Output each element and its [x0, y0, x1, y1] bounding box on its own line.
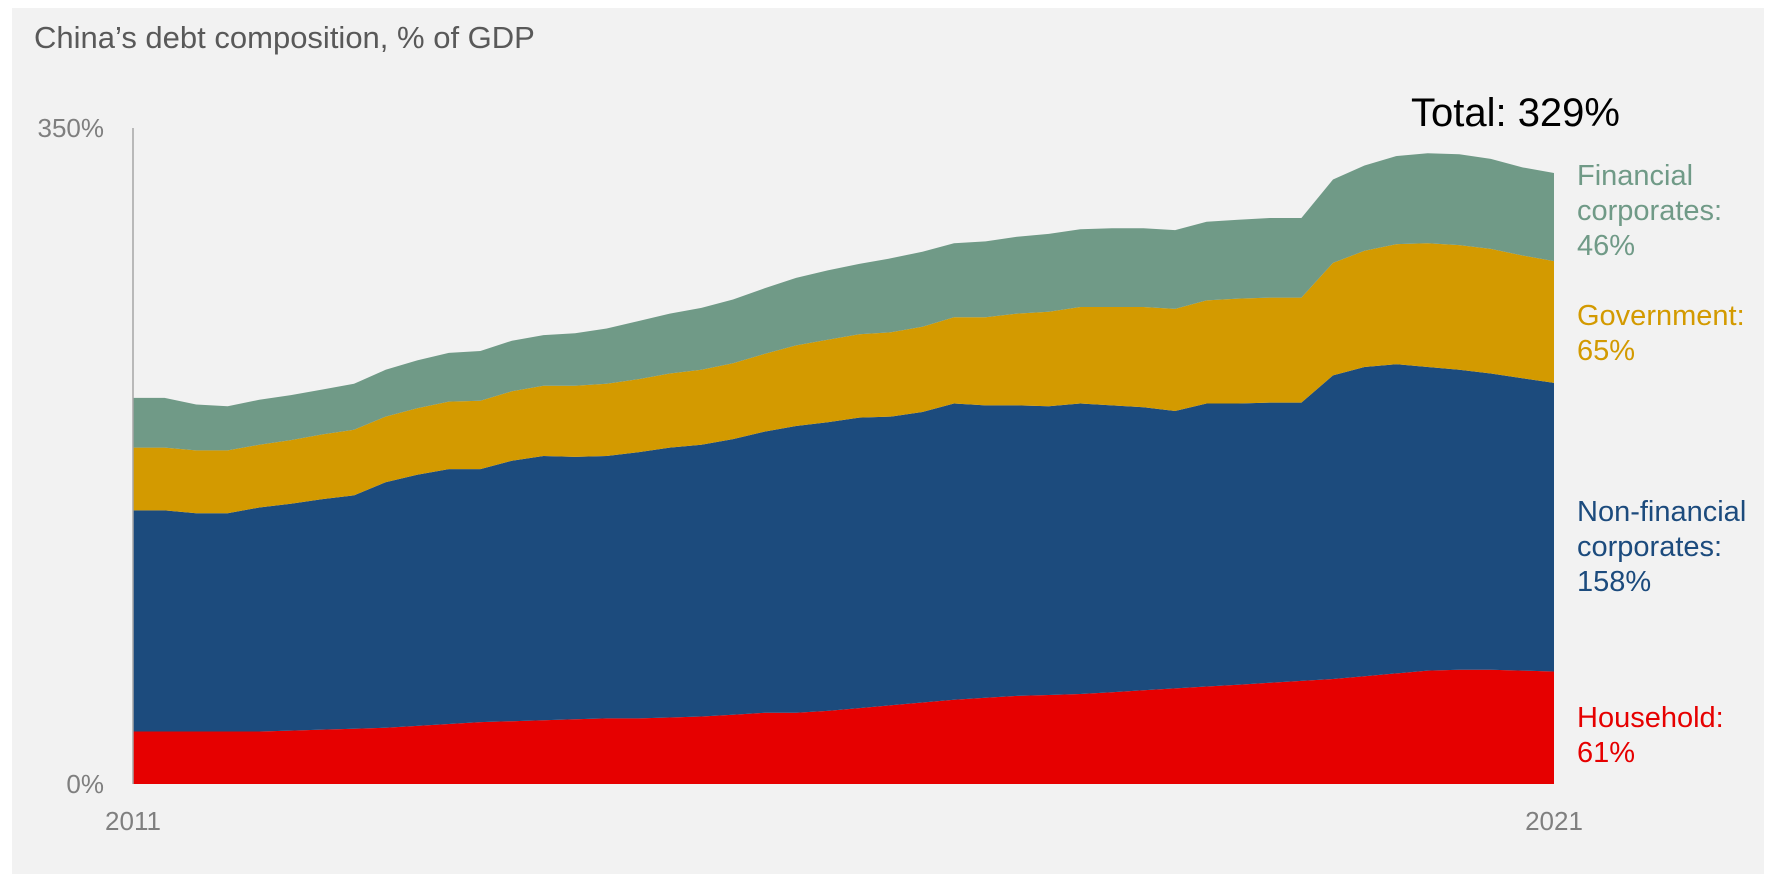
series-label-government-line-0: Government:: [1577, 300, 1745, 332]
series-label-household-line-0: Household:: [1577, 702, 1724, 734]
x-tick-label-end: 2021: [1525, 806, 1583, 836]
area-government: [133, 243, 1554, 514]
series-label-household-line-1: 61%: [1577, 737, 1635, 769]
area-non-financial-corporates: [133, 364, 1554, 732]
series-label-financial-corporates-line-1: corporates:: [1577, 195, 1722, 227]
series-label-government-line-1: 65%: [1577, 335, 1635, 367]
area-layers: [133, 153, 1554, 784]
y-tick-label-top: 350%: [38, 113, 105, 143]
series-label-non-financial-corporates-line-1: corporates:: [1577, 531, 1722, 563]
x-tick-label-start: 2011: [105, 806, 161, 836]
series-label-non-financial-corporates-line-2: 158%: [1577, 566, 1651, 598]
series-labels: Household:61%Non-financialcorporates:158…: [1577, 160, 1746, 769]
total-annotation: Total: 329%: [1411, 91, 1620, 135]
series-label-financial-corporates-line-2: 46%: [1577, 230, 1635, 262]
series-label-non-financial-corporates-line-0: Non-financial: [1577, 496, 1746, 528]
chart-title: China’s debt composition, % of GDP: [34, 20, 535, 55]
area-financial-corporates: [133, 153, 1554, 451]
series-label-financial-corporates-line-0: Financial: [1577, 160, 1693, 192]
area-household: [133, 669, 1554, 784]
y-tick-label-bottom: 0%: [66, 769, 104, 799]
